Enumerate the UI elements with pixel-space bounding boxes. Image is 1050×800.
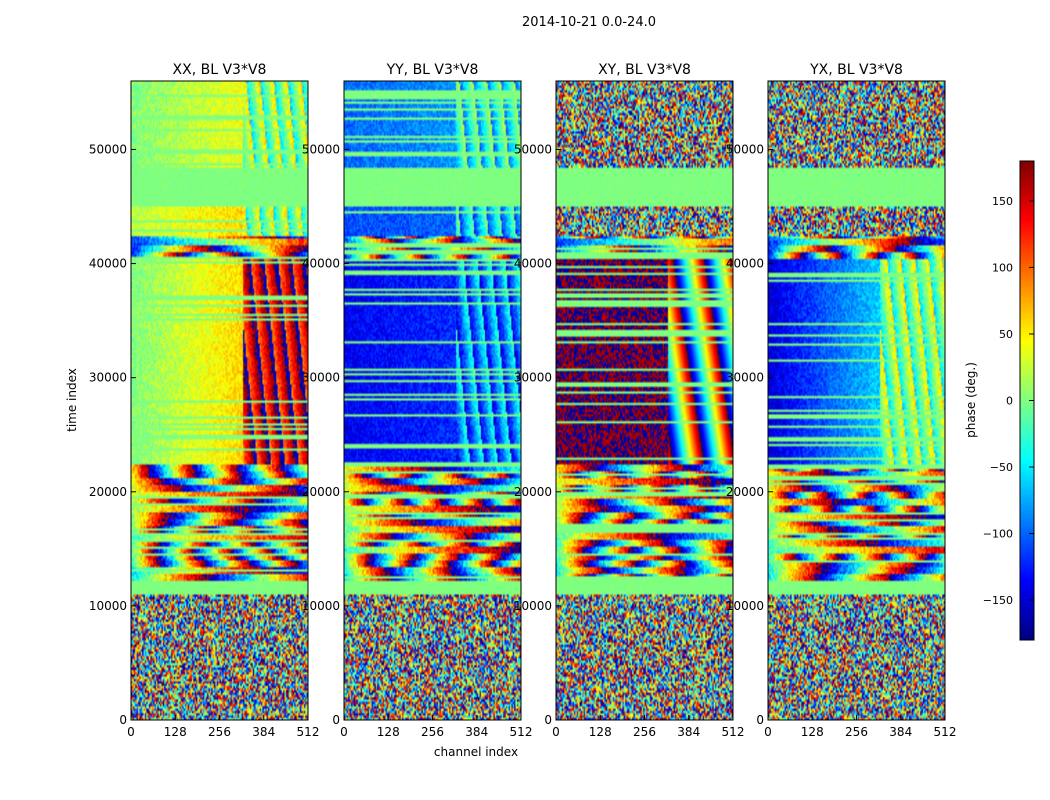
- figure-suptitle: 2014-10-21 0.0-24.0: [522, 15, 656, 30]
- y-tick-label: 20000: [726, 485, 764, 499]
- x-tick-label: 512: [297, 725, 320, 739]
- heatmap-panel-3: XY, BL V3*V8 0 128 256 384 512 0 10000 20000 3000…: [514, 62, 745, 739]
- colorbar-ticks: 150 100 50 0 −50 −100 −150: [983, 195, 1034, 607]
- x-tick-label: 256: [421, 725, 444, 739]
- y-tick-label: 10000: [89, 599, 127, 613]
- x-axis-label: channel index: [434, 745, 518, 759]
- heatmap-raster: [344, 81, 521, 720]
- heatmap-panel-2: YY, BL V3*V8 0 128 256 384 512 0 10000 20000 3000…: [302, 62, 533, 739]
- x-tick-label: 256: [633, 725, 656, 739]
- colorbar: 150 100 50 0 −50 −100 −150 phase (deg.): [964, 160, 1035, 641]
- x-tick-label: 0: [552, 725, 560, 739]
- y-tick-label: 40000: [302, 257, 340, 271]
- heatmap-panels: XX, BL V3*V8 0 128 256 384 512 0 10000 20000 3000…: [89, 62, 957, 739]
- colorbar-tick-label: −100: [983, 528, 1013, 541]
- y-tick-label: 30000: [89, 371, 127, 385]
- panel-title: XY, BL V3*V8: [598, 62, 691, 78]
- x-tick-label: 128: [377, 725, 400, 739]
- colorbar-tick-label: 0: [1006, 395, 1013, 408]
- colorbar-label: phase (deg.): [964, 362, 978, 438]
- x-tick-label: 256: [208, 725, 231, 739]
- x-tick-label: 128: [589, 725, 612, 739]
- x-tick-label: 512: [722, 725, 745, 739]
- y-tick-label: 50000: [514, 142, 552, 156]
- y-tick-label: 20000: [89, 485, 127, 499]
- panel-title: YY, BL V3*V8: [386, 62, 479, 78]
- y-tick-label: 0: [544, 713, 552, 727]
- y-tick-label: 10000: [726, 599, 764, 613]
- x-tick-label: 512: [510, 725, 533, 739]
- panel-title: YX, BL V3*V8: [809, 62, 903, 78]
- y-tick-label: 10000: [514, 599, 552, 613]
- colorbar-tick-label: 50: [999, 328, 1013, 341]
- x-tick-label: 384: [465, 725, 488, 739]
- y-tick-label: 30000: [302, 371, 340, 385]
- y-tick-label: 20000: [302, 485, 340, 499]
- x-tick-label: 256: [845, 725, 868, 739]
- heatmap-raster: [768, 81, 945, 720]
- y-axis-label: time index: [65, 368, 79, 432]
- x-tick-label: 128: [801, 725, 824, 739]
- x-tick-label: 512: [934, 725, 957, 739]
- y-tick-label: 10000: [302, 599, 340, 613]
- y-tick-label: 50000: [89, 142, 127, 156]
- colorbar-tick-label: −150: [983, 594, 1013, 607]
- heatmap-panel-1: XX, BL V3*V8 0 128 256 384 512 0 10000 20000 3000…: [89, 62, 320, 739]
- y-tick-label: 40000: [514, 257, 552, 271]
- y-tick-label: 50000: [726, 142, 764, 156]
- y-tick-label: 0: [119, 713, 127, 727]
- colorbar-tick-label: −50: [990, 461, 1013, 474]
- y-tick-label: 30000: [514, 371, 552, 385]
- y-tick-label: 50000: [302, 142, 340, 156]
- heatmap-raster: [131, 81, 308, 720]
- colorbar-tick-label: 100: [992, 261, 1013, 274]
- y-tick-label: 0: [332, 713, 340, 727]
- x-tick-label: 128: [164, 725, 187, 739]
- x-tick-label: 0: [764, 725, 772, 739]
- y-tick-label: 30000: [726, 371, 764, 385]
- x-tick-label: 384: [677, 725, 700, 739]
- y-tick-label: 20000: [514, 485, 552, 499]
- x-tick-label: 0: [340, 725, 348, 739]
- heatmap-panel-4: YX, BL V3*V8 0 128 256 384 512 0 10000 20000 3000…: [726, 62, 957, 739]
- y-tick-label: 40000: [89, 257, 127, 271]
- x-tick-label: 384: [889, 725, 912, 739]
- y-tick-label: 0: [756, 713, 764, 727]
- x-tick-label: 384: [252, 725, 275, 739]
- colorbar-tick-label: 150: [992, 195, 1013, 208]
- panel-title: XX, BL V3*V8: [173, 62, 267, 78]
- y-tick-label: 40000: [726, 257, 764, 271]
- heatmap-raster: [556, 81, 733, 720]
- x-tick-label: 0: [127, 725, 135, 739]
